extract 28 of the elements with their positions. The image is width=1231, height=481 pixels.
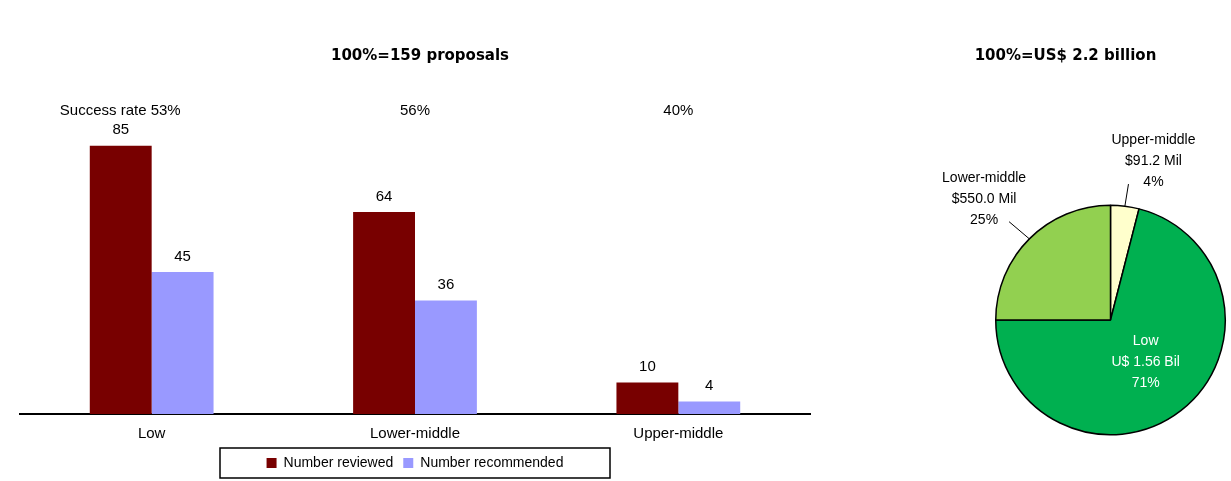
data-label: 85 xyxy=(112,120,130,138)
data-label: $550.0 Mil 25% xyxy=(951,189,1017,227)
slice-label: Low xyxy=(1132,332,1160,349)
x-tick-label: Low xyxy=(137,424,166,442)
bar xyxy=(616,382,679,414)
data-label: 64 xyxy=(375,186,393,204)
x-tick-label: Lower-middle xyxy=(369,424,461,442)
data-label: 36 xyxy=(437,275,455,293)
data-label: U$ 1.56 Bil 71% xyxy=(1111,353,1180,391)
data-label: 4 xyxy=(705,376,714,394)
bar xyxy=(678,401,741,414)
bar xyxy=(89,145,152,414)
legend-label: Number recommended xyxy=(420,453,564,470)
bar xyxy=(151,272,214,414)
bar xyxy=(353,212,415,414)
x-tick-label: Upper-middle xyxy=(633,424,724,442)
data-label: $91.2 Mil 4% xyxy=(1125,152,1182,190)
chart-title: 100%=159 proposals xyxy=(329,46,510,64)
text: 40% xyxy=(663,100,694,118)
legend-label: Number reviewed xyxy=(283,453,394,470)
slice-label: Lower-middle xyxy=(942,168,1027,185)
text: Success rate 53% xyxy=(59,100,181,118)
slice-label: Upper-middle xyxy=(1111,131,1196,148)
text: 56% xyxy=(399,100,431,118)
data-label: 10 xyxy=(639,357,656,375)
chart-title: 100%=US$ 2.2 billion xyxy=(973,46,1158,64)
bar xyxy=(415,300,477,414)
data-label: 45 xyxy=(174,246,191,264)
